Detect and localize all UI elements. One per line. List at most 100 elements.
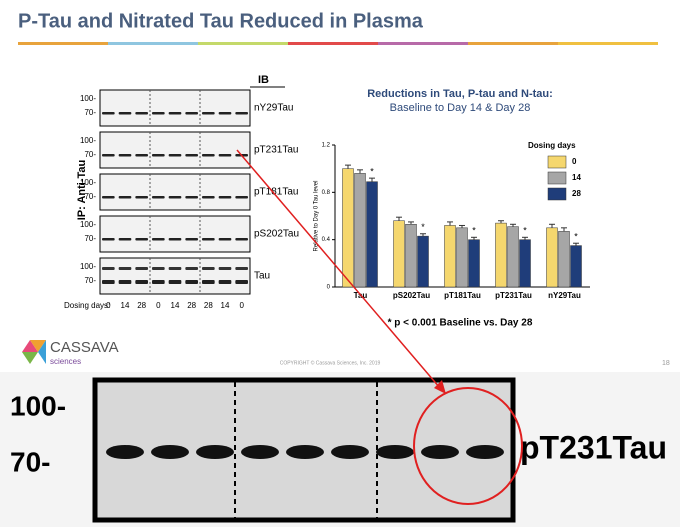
legend-label: 0 [572,157,577,166]
page-number: 18 [662,360,670,367]
bar [354,173,366,288]
blot-box [99,215,251,253]
logo: CASSAVA sciences [22,339,119,366]
x-tick-label: pS202Tau [393,291,430,300]
bar [456,227,468,288]
band [152,280,165,284]
legend-label: 28 [572,189,581,198]
marker-label: 100- [80,262,96,271]
blot-box [99,173,251,211]
band [185,238,198,241]
lane-label: 14 [171,301,180,310]
band [202,280,215,284]
x-tick-label: pT181Tau [444,291,481,300]
lane-label: 0 [106,301,111,310]
zoom-label: pT231Tau [520,429,667,465]
band [202,196,215,199]
marker-label: 70- [84,150,96,159]
copyright: COPYRIGHT © Cassava Sciences, Inc. 2019 [280,359,381,366]
lane-label: 0 [239,301,244,310]
significance: * [523,226,527,236]
band [376,445,414,459]
bar [393,220,405,288]
band [235,238,248,241]
stripe [18,42,658,45]
legend-label: 14 [572,173,581,182]
lane-label: 28 [137,301,146,310]
band [106,445,144,459]
chart-subtitle: Baseline to Day 14 & Day 28 [390,102,531,114]
band [152,238,165,241]
legend-swatch [547,171,567,185]
ib-label: IB [258,74,269,86]
band [286,445,324,459]
x-tick-label: pT231Tau [495,291,532,300]
y-axis-label: Relative to Day 0 Tau level [314,181,320,252]
row-label: pT181Tau [254,187,298,198]
logo-text: CASSAVA [50,339,119,356]
legend-swatch [547,187,567,201]
bar [405,224,417,288]
band [185,196,198,199]
band [118,112,132,115]
y-tick-label: 0 [327,285,331,291]
bar [558,231,570,288]
bar [342,168,354,288]
x-tick-label: nY29Tau [548,291,581,300]
band [135,280,148,284]
significance: * [370,167,374,177]
lane-label: 14 [221,301,230,310]
slide-title: P-Tau and Nitrated Tau Reduced in Plasma [18,10,424,32]
y-tick-label: 1.2 [322,143,331,149]
marker-label: 100- [80,220,96,229]
band [118,280,132,284]
marker-label: 70- [84,192,96,201]
band [168,238,182,241]
band [218,238,232,241]
bar [570,245,582,288]
band [135,154,148,157]
band [218,112,232,115]
band [135,238,148,241]
band [218,154,232,157]
band [168,267,182,270]
y-tick-label: 0.8 [322,190,331,196]
band [151,445,189,459]
band [135,112,148,115]
band [152,112,165,115]
band [185,267,198,270]
arrow-head [434,380,446,394]
band [102,280,115,284]
row-label: nY29Tau [254,103,293,114]
lane-label: 0 [156,301,161,310]
band [102,196,115,199]
band [218,196,232,199]
band [152,267,165,270]
band [102,238,115,241]
lane-label: 28 [187,301,196,310]
marker-label: 70- [84,276,96,285]
lane-label: 28 [204,301,213,310]
marker-label: 100- [80,178,96,187]
band [118,196,132,199]
band [235,112,248,115]
marker-label: 70- [84,108,96,117]
row-label: pS202Tau [254,229,299,240]
footnote: * p < 0.001 Baseline vs. Day 28 [388,318,533,329]
band [102,267,115,270]
row-label: pT231Tau [254,145,298,156]
highlight-circle [413,387,523,505]
band [202,238,215,241]
band [235,267,248,270]
blot-box [99,131,251,169]
blot-box [99,257,251,295]
marker-label: 70- [10,446,50,477]
band [331,445,369,459]
band [168,112,182,115]
band [135,267,148,270]
band [196,445,234,459]
band [152,196,165,199]
blot-box [99,89,251,127]
band [421,445,459,459]
